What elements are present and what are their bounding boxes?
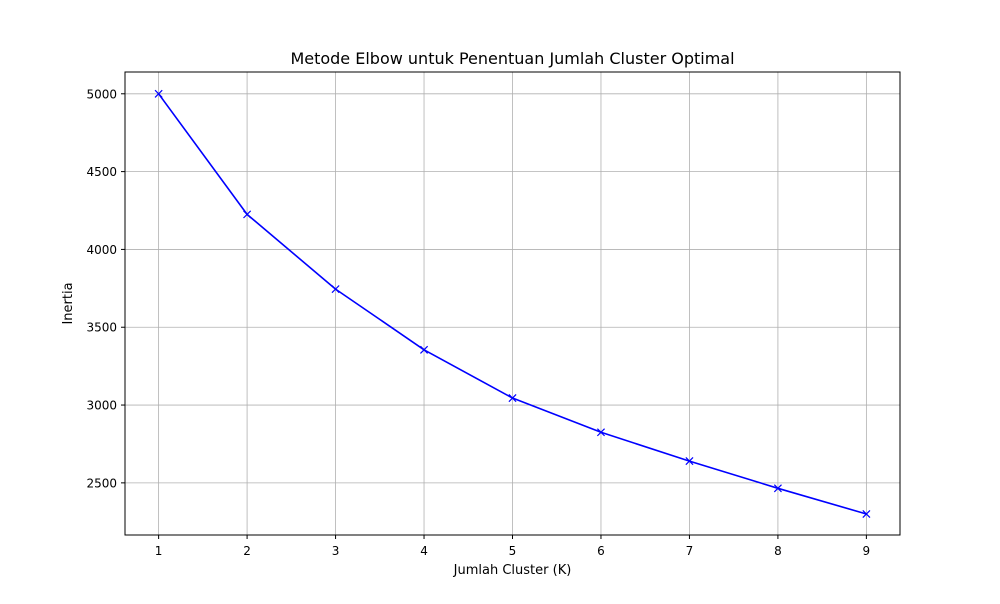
y-axis-label: Inertia	[61, 282, 76, 324]
data-point-marker	[596, 428, 605, 437]
data-point-marker	[331, 285, 340, 294]
x-tick-label: 5	[509, 544, 517, 558]
y-tick-label: 4500	[86, 165, 117, 179]
grid-lines	[125, 72, 900, 535]
x-tick-label: 6	[597, 544, 605, 558]
x-axis-label: Jumlah Cluster (K)	[453, 563, 572, 578]
data-point-marker	[243, 210, 252, 219]
x-tick-label: 1	[155, 544, 163, 558]
y-tick-label: 2500	[86, 476, 117, 490]
x-tick-label: 8	[774, 544, 782, 558]
x-tick-label: 9	[863, 544, 871, 558]
x-tick-label: 7	[686, 544, 694, 558]
x-tick-label: 3	[332, 544, 340, 558]
data-point-marker	[508, 394, 517, 403]
y-tick-label: 5000	[86, 87, 117, 101]
axis-ticks: 1 2 3 4 5 6 7 8 9 2500 3000 3500 4000 4500 5000	[86, 87, 870, 558]
data-point-marker	[420, 345, 429, 354]
data-point-marker	[773, 484, 782, 493]
chart-title: Metode Elbow untuk Penentuan Jumlah Clus…	[290, 49, 734, 68]
data-point-marker	[154, 89, 163, 98]
data-point-marker	[862, 509, 871, 519]
y-tick-label: 3500	[86, 321, 117, 335]
x-tick-label: 4	[420, 544, 428, 558]
y-tick-label: 3000	[86, 399, 117, 413]
data-point-marker	[685, 457, 694, 466]
data-series	[154, 89, 871, 519]
x-tick-label: 2	[243, 544, 251, 558]
y-tick-label: 4000	[86, 243, 117, 257]
